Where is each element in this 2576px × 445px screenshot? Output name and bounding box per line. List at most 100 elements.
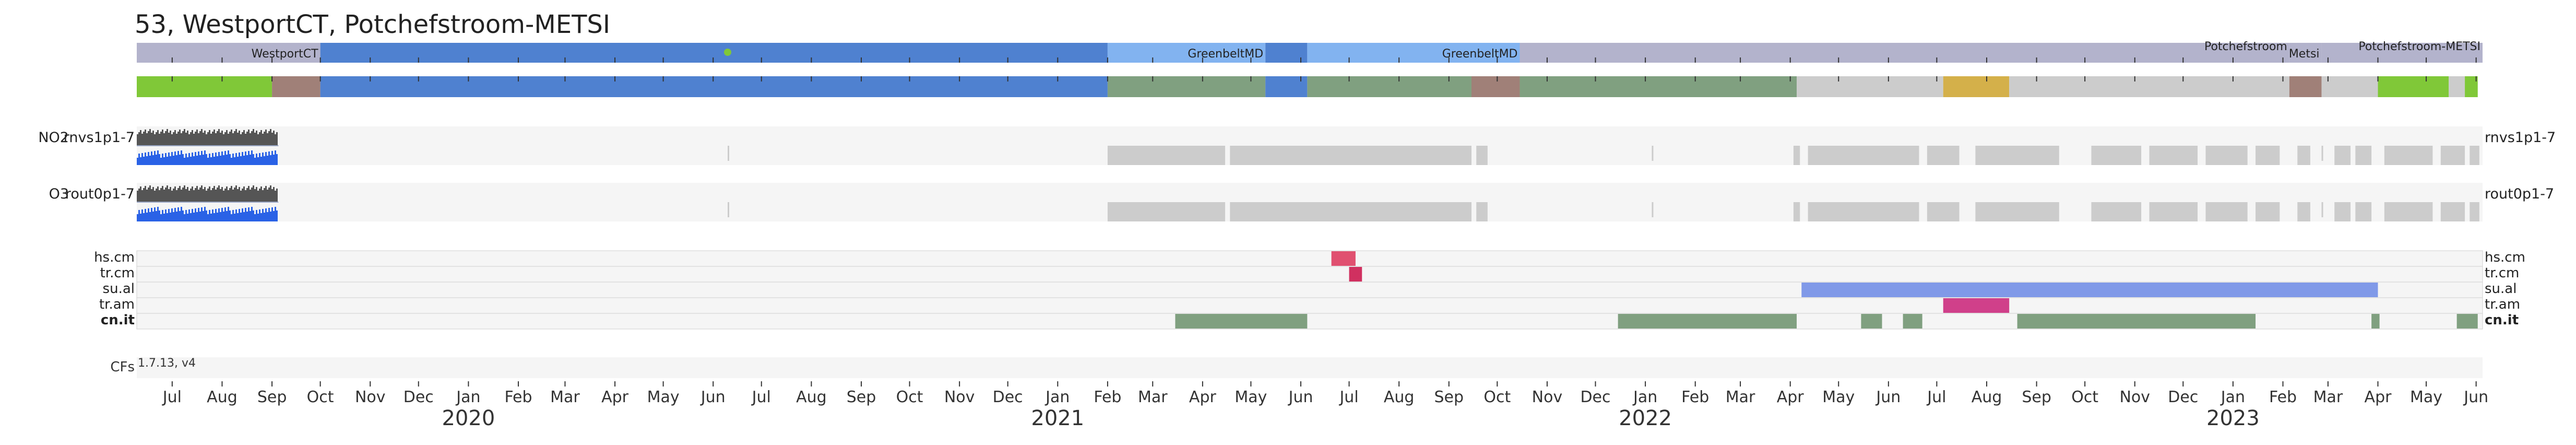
series-data-lower [257,157,259,165]
series-data-lower [267,156,268,165]
series-data-lower [254,214,256,221]
series-gap [1107,146,1226,165]
series-data-upper [229,188,231,202]
series-gap [2256,202,2280,221]
series-mark [2321,202,2323,217]
series-data-upper [207,132,209,146]
series-data-lower [140,157,141,165]
series-data-upper [207,189,209,202]
series-data-upper [195,132,196,146]
series-data-lower [212,153,213,165]
flag-span [2017,314,2256,329]
series-data-lower [190,213,192,221]
series-data-upper [190,132,192,146]
series-data-upper [187,131,188,146]
series-id-label-right: rnvs1p1-7 [2485,130,2556,146]
series-data-upper [234,188,235,202]
series-data-lower [268,208,270,221]
location-segment [2289,43,2322,63]
series-data-lower [154,151,156,165]
month-label: Apr [601,388,629,406]
series-data-lower [250,155,251,165]
series-gap [1107,202,1226,221]
series-id-label-right: rout0p1-7 [2485,186,2554,202]
series-data-lower [203,211,204,221]
series-data-upper [168,189,170,202]
series-data-upper [209,186,210,202]
series-data-lower [276,154,278,165]
series-data-upper [185,133,187,146]
series-data-lower [228,207,229,221]
series-data-upper [237,189,239,202]
series-data-lower [209,210,210,221]
series-data-lower [193,156,195,165]
series-data-upper [167,129,168,146]
series-data-upper [154,191,156,202]
series-data-lower [237,213,239,221]
series-data-lower [240,213,242,221]
flag-span [1943,298,2010,313]
series-data-upper [232,133,234,146]
series-data-upper [203,133,204,146]
series-gap [2091,202,2142,221]
flag-row-label-right: tr.cm [2485,265,2519,281]
series-data-upper [264,188,265,202]
series-data-lower [223,155,224,165]
month-label: Dec [403,388,434,406]
series-data-upper [221,187,223,202]
series-data-lower [138,210,140,221]
series-data-lower [271,207,273,221]
series-data-lower [209,154,210,165]
series-data-upper [199,188,201,202]
series-data-upper [171,191,173,202]
series-data-upper [170,131,171,146]
series-data-lower [187,214,188,221]
series-data-lower [185,210,187,221]
series-data-lower [199,212,201,221]
series-data-lower [152,212,154,221]
series-data-upper [188,134,190,146]
series-data-upper [199,131,201,146]
series-data-upper [163,190,165,202]
series-data-upper [181,133,182,146]
month-label: Oct [307,388,334,406]
month-label: Oct [2071,388,2098,406]
series-data-upper [181,190,182,202]
series-data-upper [137,134,138,146]
flag-row-label: su.al [103,281,135,297]
series-data-lower [177,151,179,165]
series-data-lower [234,214,235,221]
series-data-upper [224,189,226,202]
series-gap [2334,202,2351,221]
series-data-lower [239,209,240,221]
series-data-upper [165,131,167,146]
series-data-upper [250,190,251,202]
series-data-upper [265,130,267,146]
status-segment [2378,76,2449,97]
series-data-upper [251,131,253,146]
series-data-lower [259,209,260,221]
series-data-upper [259,189,260,202]
series-data-upper [215,133,217,146]
status-segment [1520,76,1797,97]
series-data-lower [220,156,221,165]
series-data-lower [231,214,232,221]
series-gap [2091,146,2142,165]
series-data-lower [195,152,196,165]
series-id-label: rout0p1-7 [65,186,135,202]
series-data-upper [265,186,267,202]
series-data-upper [190,189,192,202]
series-data-upper [154,134,156,146]
series-gap [1476,202,1488,221]
location-marker [723,49,731,56]
series-data-lower [185,154,187,165]
series-gap [2149,146,2198,165]
flag-row-label-right: cn.it [2485,312,2519,328]
series-data-lower [273,211,275,221]
series-data-upper [177,188,179,202]
series-data-lower [212,209,213,221]
series-data-lower [235,209,237,221]
series-data-upper [273,187,275,202]
page-title: 53, WestportCT, Potchefstroom-METSI [135,10,610,39]
